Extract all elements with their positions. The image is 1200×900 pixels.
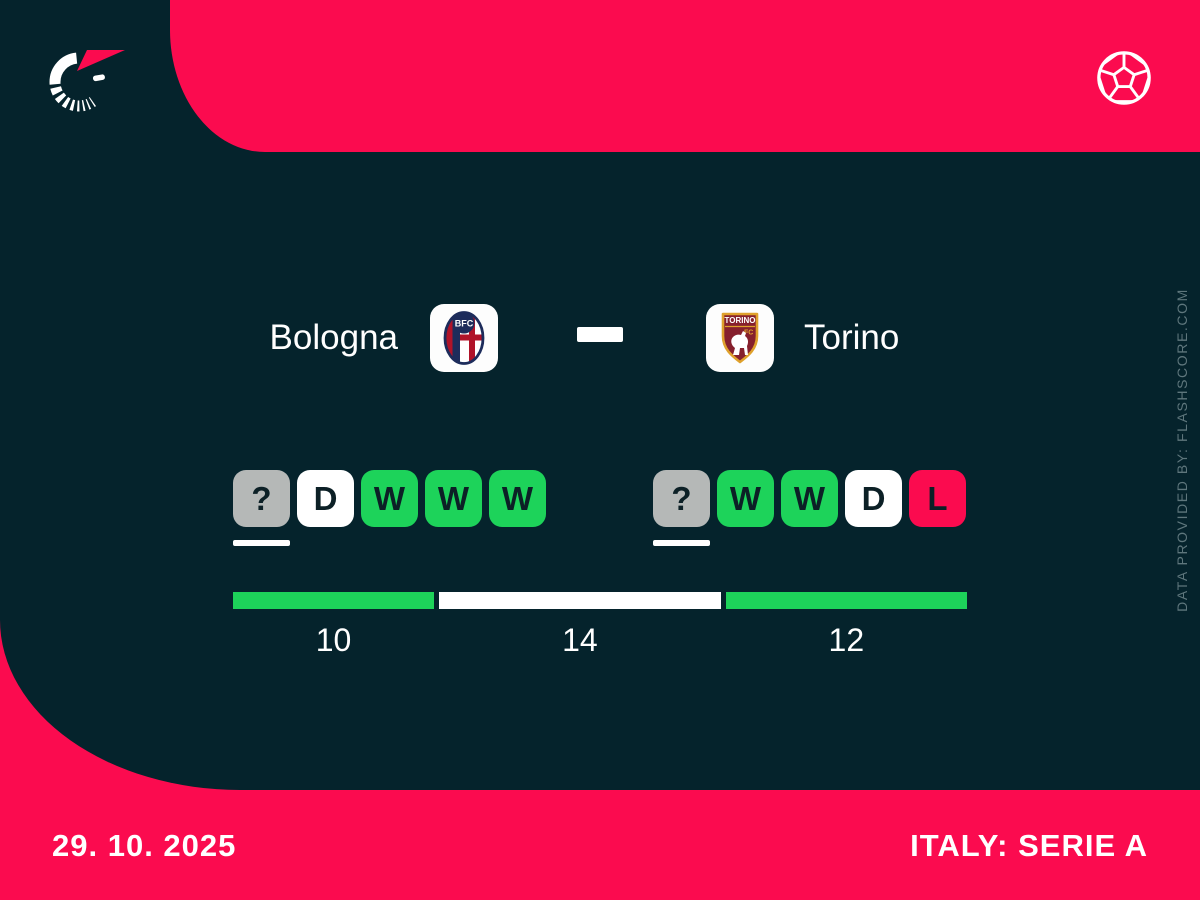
home-team-name: Bologna <box>269 318 398 357</box>
away-next-match-underline <box>653 540 710 546</box>
match-date: 29. 10. 2025 <box>52 828 237 863</box>
h2h-segment-2 <box>725 592 967 609</box>
form-badge-draw: D <box>297 470 354 527</box>
form-badge-draw: D <box>845 470 902 527</box>
flashscore-logo-icon <box>39 38 139 123</box>
h2h-bar <box>233 592 967 609</box>
competition-label: ITALY: SERIE A <box>910 828 1148 863</box>
h2h-bar-labels: 10 14 12 <box>233 622 967 659</box>
h2h-segment-0 <box>233 592 435 609</box>
form-badge-loss: L <box>909 470 966 527</box>
home-next-match-underline <box>233 540 290 546</box>
h2h-segment-label-1: 14 <box>562 622 598 658</box>
torino-crest-text: TORINO <box>725 316 756 325</box>
form-badge-win: W <box>425 470 482 527</box>
football-icon <box>1095 49 1153 107</box>
home-form-row: ? D W W W <box>233 470 546 527</box>
versus-dash <box>577 327 623 342</box>
bologna-crest-text: BFC <box>455 319 474 329</box>
top-accent-band <box>170 0 1200 152</box>
form-badge-win: W <box>489 470 546 527</box>
bologna-crest-icon: BFC <box>443 311 485 365</box>
torino-crest-icon: TORINO FC <box>721 312 759 364</box>
away-form-row: ? W W D L <box>653 470 966 527</box>
h2h-segment-label-0: 10 <box>315 622 352 658</box>
away-team-crest: TORINO FC <box>706 304 774 372</box>
form-badge-win: W <box>361 470 418 527</box>
form-badge-win: W <box>781 470 838 527</box>
h2h-segment-1 <box>439 592 721 609</box>
form-badge-win: W <box>717 470 774 527</box>
torino-bull-figure <box>731 331 749 355</box>
away-team-name: Torino <box>804 318 900 357</box>
torino-crest-fc-text: FC <box>744 330 753 337</box>
data-provider-watermark: DATA PROVIDED BY: FLASHSCORE.COM <box>1174 288 1190 612</box>
form-badge-unknown: ? <box>653 470 710 527</box>
form-badge-unknown: ? <box>233 470 290 527</box>
h2h-segment-label-2: 12 <box>828 622 865 658</box>
home-team-crest: BFC <box>430 304 498 372</box>
